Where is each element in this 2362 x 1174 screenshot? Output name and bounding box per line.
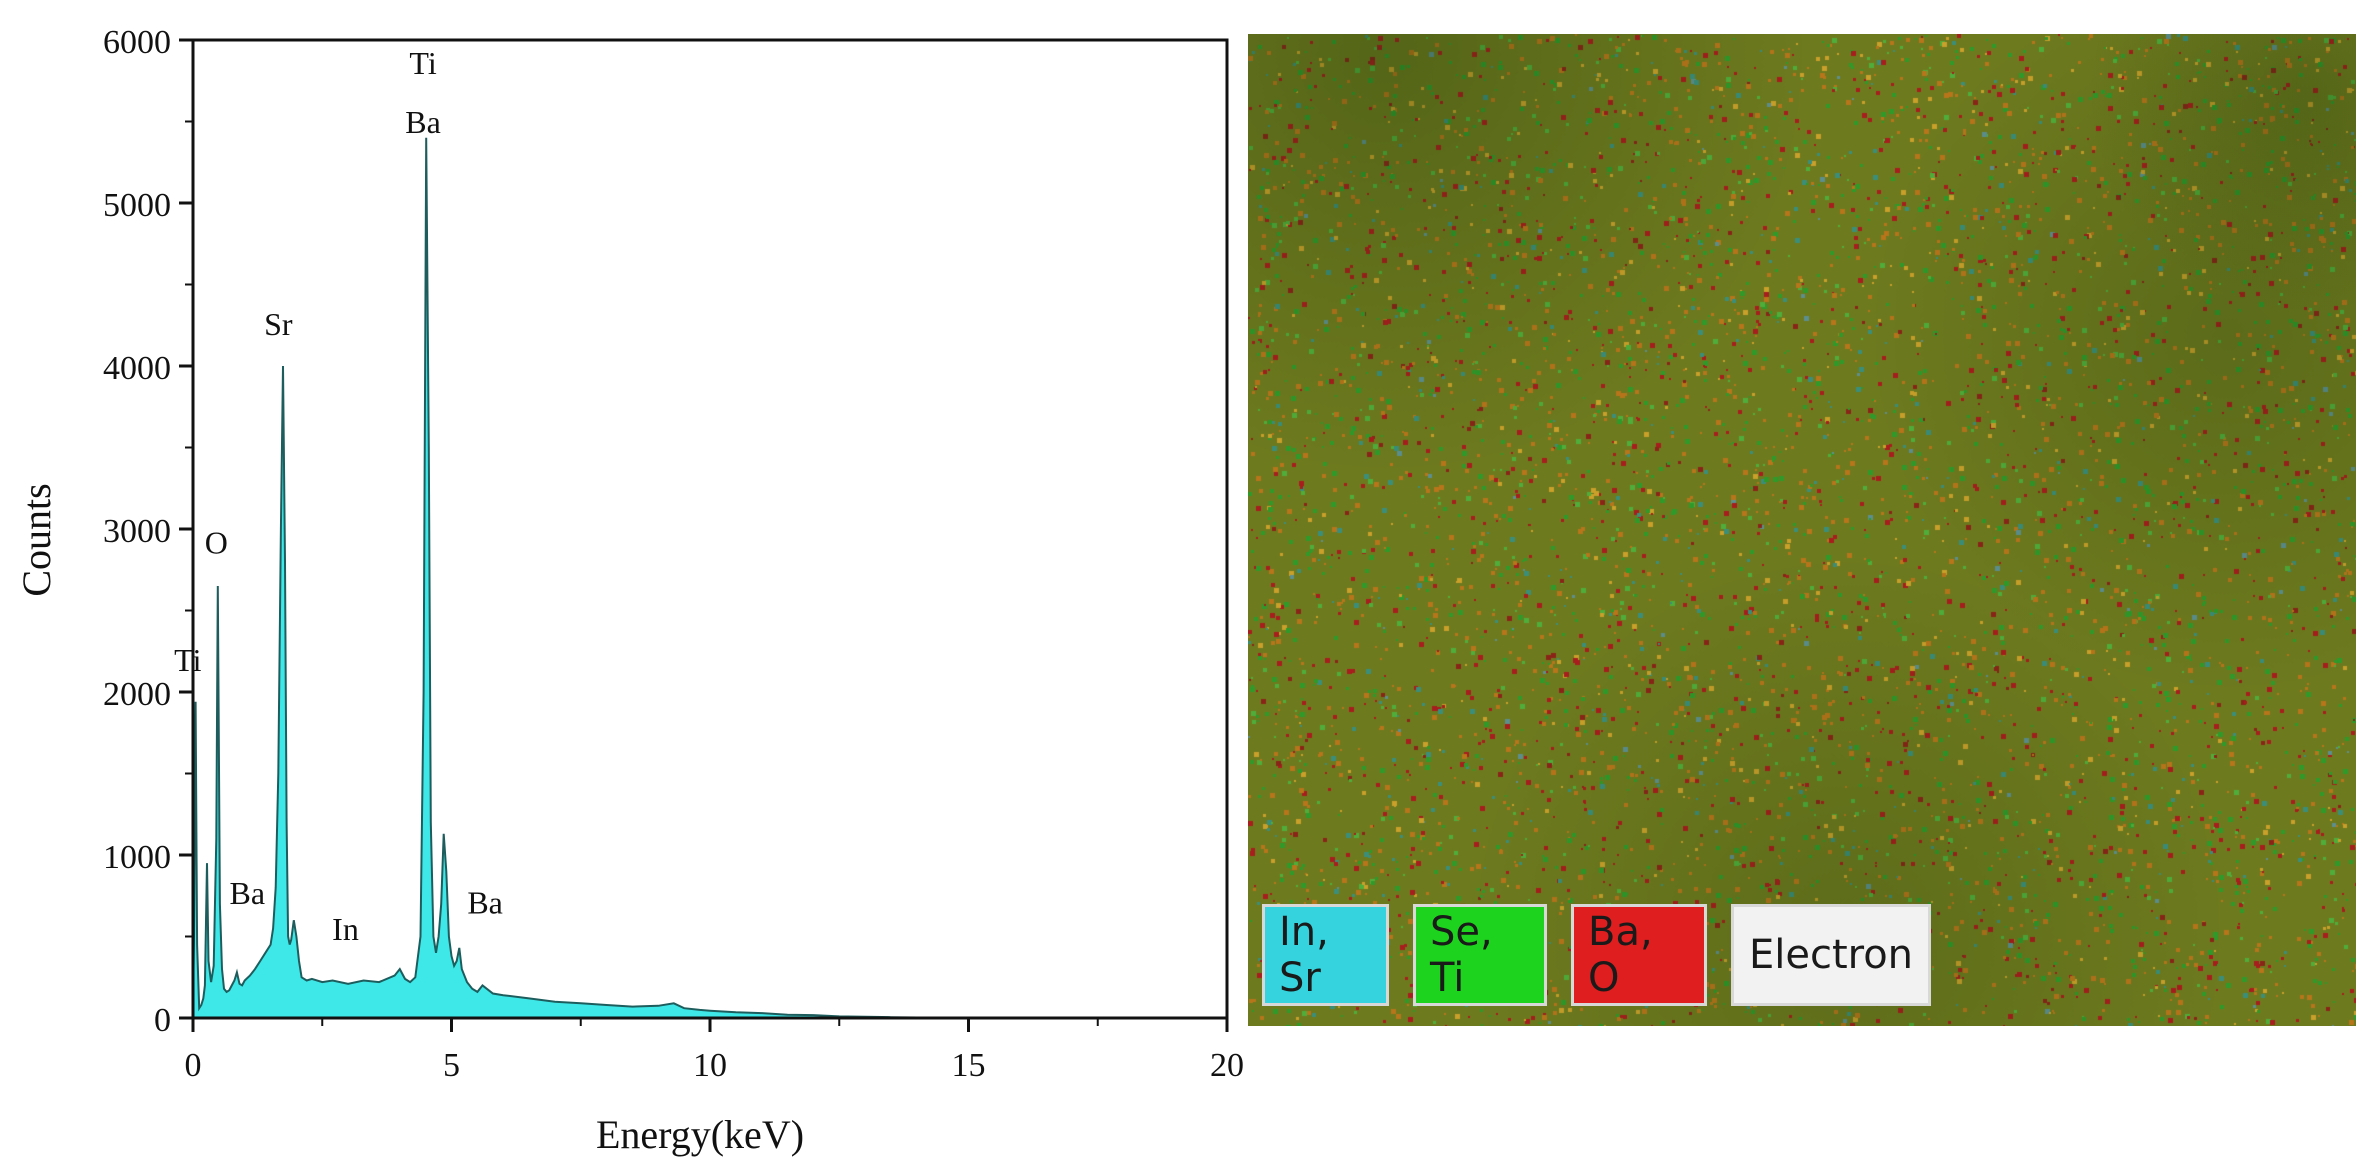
- spectrum-line: [192, 137, 1021, 1019]
- legend-chip-se-ti: Se, Ti: [1413, 904, 1547, 1006]
- plot-frame: [191, 38, 1229, 1020]
- y-tick-label: 3000: [103, 513, 171, 550]
- x-tick-label: 15: [952, 1047, 986, 1084]
- y-tick-label: 0: [154, 1002, 171, 1039]
- elemental-map-panel: In, Sr Se, Ti Ba, O Electron: [1248, 34, 2356, 1026]
- peak-label-in: In: [332, 911, 359, 947]
- peak-label-ti: Ti: [409, 45, 436, 81]
- peak-label-ba: Ba: [405, 104, 441, 140]
- y-tick-label: 6000: [103, 24, 171, 61]
- peak-label-ti: Ti: [174, 642, 201, 678]
- peak-label-ba: Ba: [467, 885, 503, 921]
- y-tick-label: 4000: [103, 350, 171, 387]
- y-tick-label: 5000: [103, 187, 171, 224]
- legend-chip-electron: Electron: [1731, 904, 1931, 1006]
- map-legend: In, Sr Se, Ti Ba, O Electron: [1262, 904, 1931, 1006]
- x-tick-label: 10: [693, 1047, 727, 1084]
- legend-chip-ba-o: Ba, O: [1571, 904, 1707, 1006]
- peak-label-ba: Ba: [230, 875, 266, 911]
- x-tick-label: 5: [443, 1047, 460, 1084]
- peak-label-o: O: [205, 524, 228, 560]
- x-axis-label: Energy(keV): [596, 1112, 804, 1157]
- spectrum-area: [193, 137, 1021, 1019]
- elemental-map-image: [1248, 34, 2356, 1026]
- peak-label-sr: Sr: [264, 306, 293, 342]
- y-tick-label: 1000: [103, 839, 171, 876]
- eds-spectrum-chart: 0 1000 2000 3000 4000 5000 6000 0 5 10 15 20 Ti O Ba Sr…: [14, 24, 1244, 1157]
- x-tick-label: 0: [185, 1047, 202, 1084]
- legend-chip-in-sr: In, Sr: [1262, 904, 1389, 1006]
- y-axis-label: Counts: [14, 483, 59, 596]
- y-tick-label: 2000: [103, 676, 171, 713]
- x-tick-label: 20: [1210, 1047, 1244, 1084]
